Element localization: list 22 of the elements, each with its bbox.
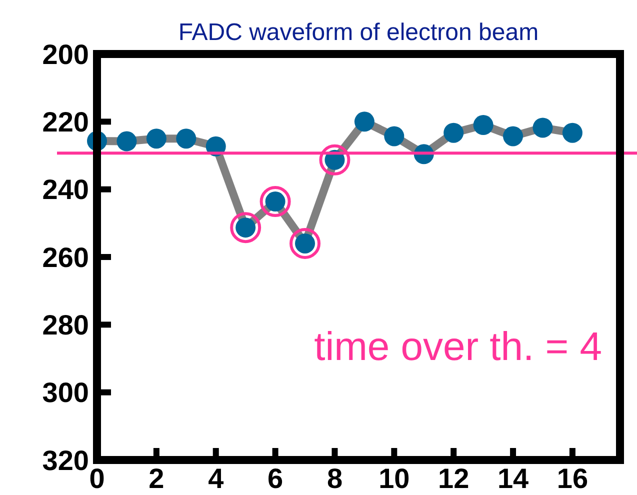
y-tick-label: 280 — [42, 309, 89, 340]
x-tick-label: 12 — [438, 463, 470, 494]
y-tick-label: 300 — [42, 377, 89, 408]
x-tick-label: 0 — [89, 463, 105, 494]
x-tick-label: 16 — [556, 463, 588, 494]
x-tick-label: 4 — [208, 463, 224, 494]
y-tick-label: 240 — [42, 174, 89, 206]
y-tick-label: 260 — [42, 242, 89, 273]
x-tick-label: 10 — [378, 463, 410, 494]
y-tick-label: 320 — [42, 444, 89, 476]
y-tick-label: 220 — [42, 106, 89, 138]
x-tick-label: 6 — [268, 463, 284, 494]
annotation: time over th. = 4 — [314, 325, 602, 369]
x-tick-label: 2 — [148, 463, 164, 494]
chart-title: FADC waveform of electron beam — [178, 19, 539, 46]
y-tick-label: 200 — [42, 38, 89, 70]
point — [290, 228, 321, 259]
point — [230, 212, 262, 244]
point — [260, 186, 291, 218]
x-tick-label: 14 — [497, 463, 530, 494]
point — [319, 144, 350, 176]
x-tick-label: 8 — [326, 463, 343, 494]
